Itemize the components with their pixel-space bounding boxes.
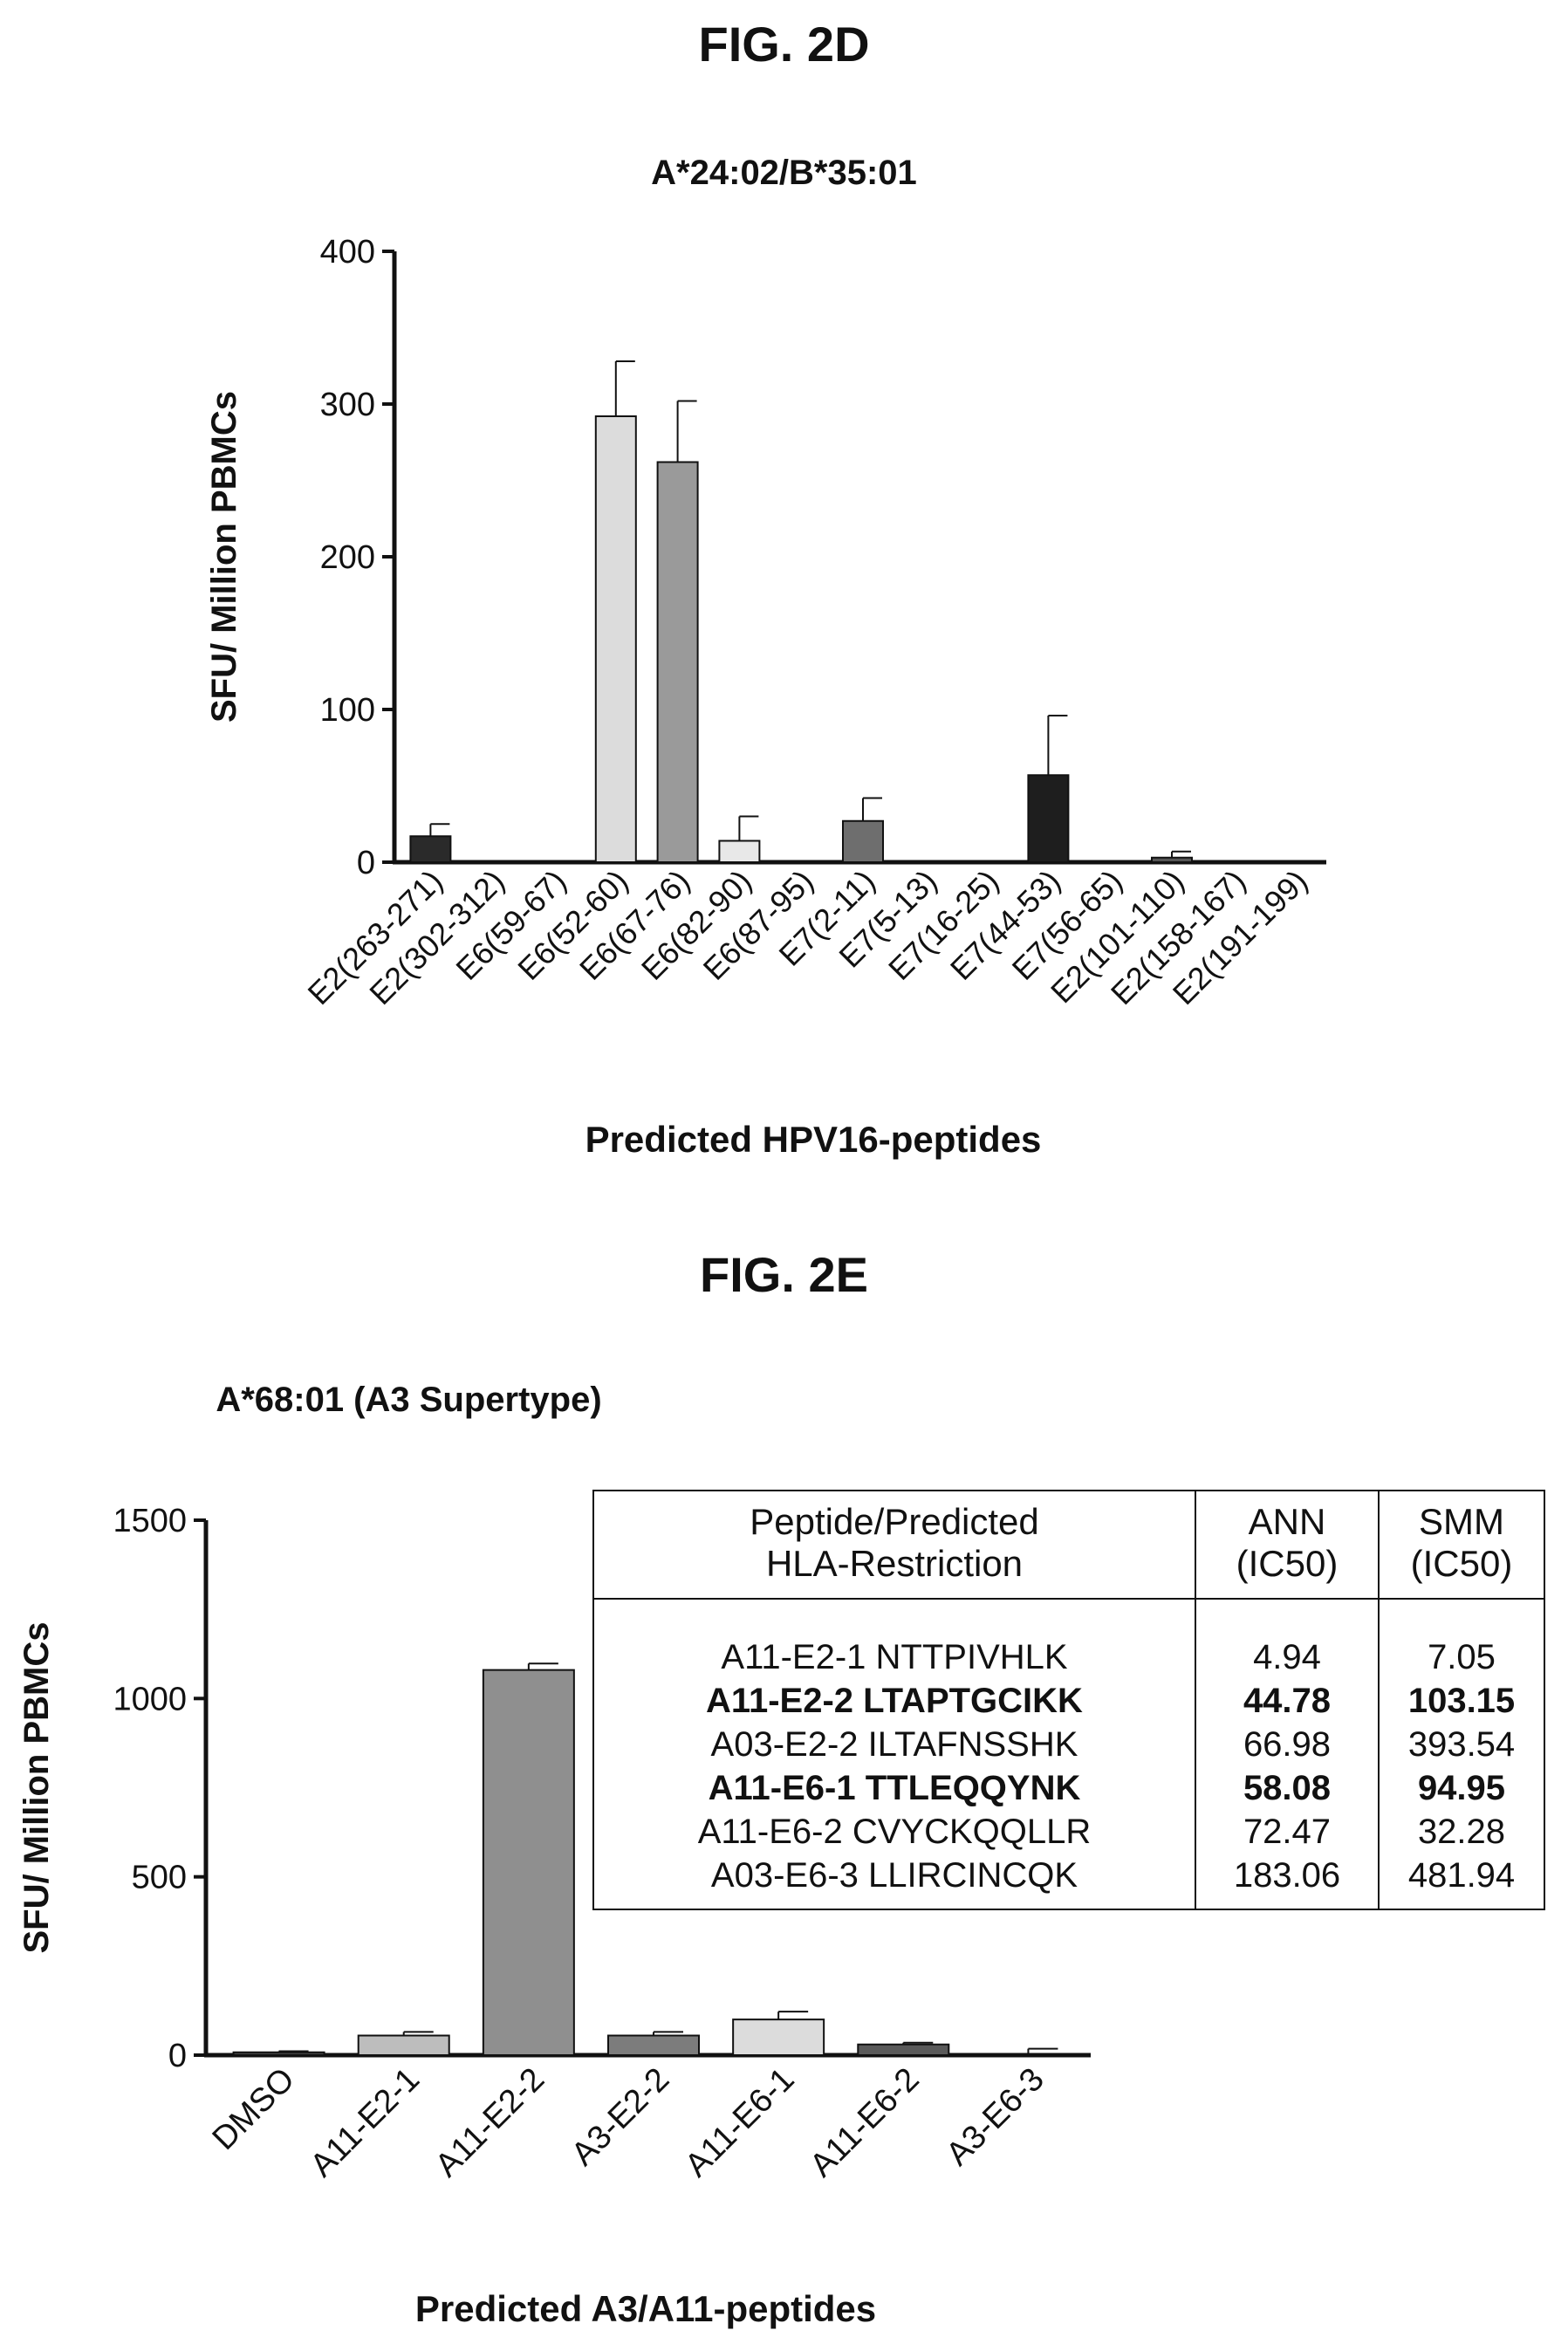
inset-table-border (592, 1490, 1545, 1910)
table-cell-peptide: A03-E6-3 LLIRCINCQK (711, 1856, 1078, 1895)
figure-2d-label: FIG. 2D (698, 17, 870, 72)
table-cell-peptide: A11-E2-2 LTAPTGCIKK (706, 1682, 1083, 1720)
bar (1027, 774, 1070, 863)
bar (718, 840, 761, 863)
x-tick-label: A11-E2-2 (428, 2061, 551, 2184)
table-header-text: ANN (1249, 1501, 1326, 1542)
table-header-text: Peptide/Predicted (750, 1501, 1039, 1542)
bar (842, 819, 884, 863)
y-tick-label: 0 (357, 845, 375, 881)
table-cell-ann: 58.08 (1243, 1769, 1331, 1807)
x-tick-label: A11-E2-1 (304, 2061, 427, 2184)
bar (357, 2034, 450, 2057)
bar (1151, 856, 1193, 863)
table-header-text: (IC50) (1411, 1543, 1513, 1584)
y-axis-label: SFU/ Million PBMCs (205, 391, 243, 723)
table-cell-smm: 94.95 (1418, 1769, 1505, 1807)
table-cell-ann: 183.06 (1234, 1856, 1340, 1895)
x-tick-label: A11-E6-1 (678, 2061, 801, 2184)
table-header-text: SMM (1419, 1501, 1504, 1542)
y-tick-label: 100 (320, 692, 375, 729)
bar (607, 2034, 700, 2057)
chart-2e-title: A*68:01 (A3 Supertype) (216, 1381, 602, 1419)
bar (482, 1669, 575, 2056)
bar (594, 415, 637, 863)
table-cell-smm: 7.05 (1428, 1638, 1496, 1676)
x-tick-label: DMSO (206, 2061, 302, 2157)
table-cell-peptide: A11-E6-2 CVYCKQQLLR (698, 1813, 1092, 1851)
table-cell-peptide: A03-E2-2 ILTAFNSSHK (711, 1725, 1078, 1764)
y-tick-label: 1000 (113, 1681, 187, 1717)
y-tick-label: 200 (320, 539, 375, 576)
y-tick-label: 500 (132, 1860, 187, 1896)
table-header-text: HLA-Restriction (766, 1543, 1023, 1584)
bar (232, 2051, 325, 2057)
x-tick-label: A3-E6-3 (940, 2061, 1051, 2173)
table-cell-peptide: A11-E6-1 TTLEQQYNK (709, 1769, 1081, 1807)
x-axis-label: Predicted A3/A11-peptides (415, 2288, 876, 2329)
bar (409, 835, 452, 863)
table-cell-smm: 393.54 (1408, 1725, 1515, 1764)
table-cell-ann: 44.78 (1243, 1682, 1331, 1720)
table-cell-smm: 32.28 (1418, 1813, 1505, 1851)
y-tick-label: 0 (168, 2038, 187, 2074)
y-tick-label: 400 (320, 234, 375, 271)
bar (732, 2018, 825, 2056)
y-tick-label: 300 (320, 387, 375, 423)
figure-2e-label: FIG. 2E (700, 1247, 868, 1302)
table-cell-smm: 103.15 (1408, 1682, 1515, 1720)
y-tick-label: 1500 (113, 1503, 187, 1539)
table-cell-smm: 481.94 (1408, 1856, 1515, 1895)
table-cell-peptide: A11-E2-1 NTTPIVHLK (721, 1638, 1067, 1676)
chart-2d-title: A*24:02/B*35:01 (651, 154, 917, 192)
table-cell-ann: 66.98 (1243, 1725, 1331, 1764)
x-axis-label: Predicted HPV16-peptides (585, 1119, 1042, 1160)
y-axis-label: SFU/ Million PBMCs (17, 1622, 56, 1954)
table-cell-ann: 72.47 (1243, 1813, 1331, 1851)
bar (857, 2043, 950, 2056)
table-header-text: (IC50) (1236, 1543, 1339, 1584)
x-tick-label: A3-E2-2 (565, 2061, 676, 2173)
x-tick-label: A11-E6-2 (803, 2061, 926, 2184)
bar (656, 461, 699, 863)
table-cell-ann: 4.94 (1253, 1638, 1321, 1676)
